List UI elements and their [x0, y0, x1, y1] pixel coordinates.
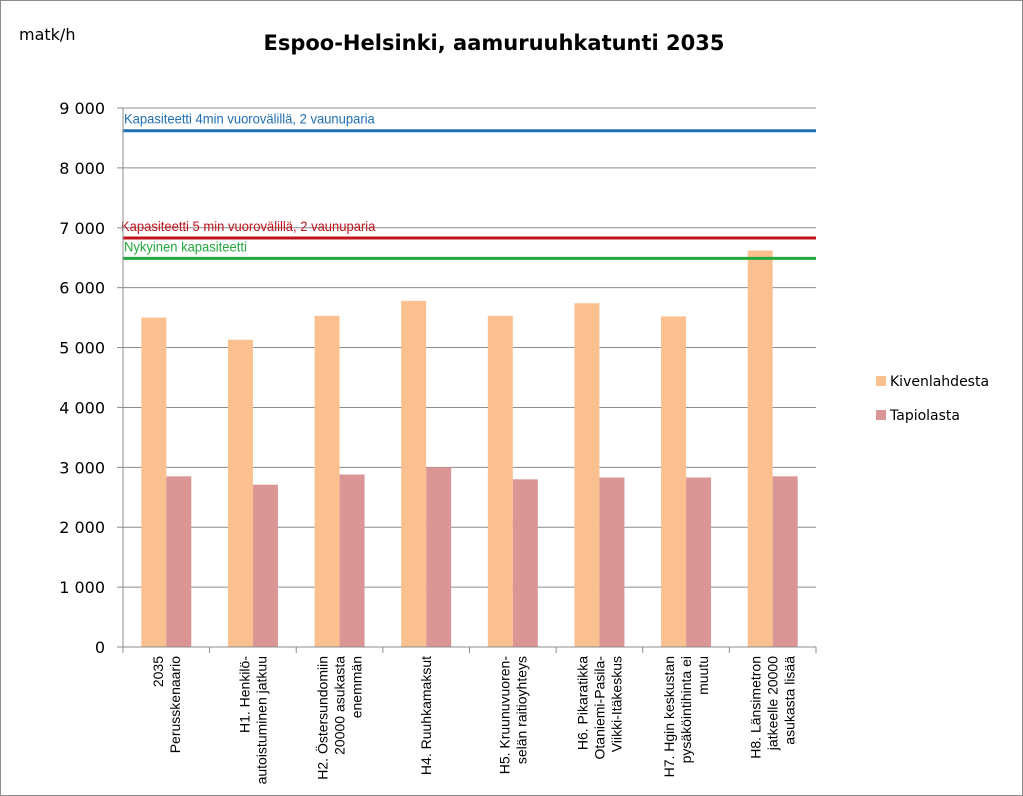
- x-category-label-line: Viikki-Itäkeskus: [608, 656, 624, 752]
- bar-tapiolasta: [686, 477, 712, 647]
- reference-line-label: Kapasiteetti 5 min vuorovälillä, 2 vaunu…: [121, 219, 376, 235]
- legend-swatch-tapiolasta: [876, 410, 886, 420]
- bar-tapiolasta: [512, 479, 538, 647]
- x-category-label-line: jatkeelle 20000: [765, 656, 781, 751]
- legend: Kivenlahdesta Tapiolasta: [876, 374, 989, 424]
- bar-tapiolasta: [426, 467, 452, 647]
- x-category-label: H5. Kruunuvuoren-selän raitioyhteys: [496, 656, 529, 775]
- bar-kivenlahdesta: [401, 300, 427, 647]
- x-category-label-line: 2035: [150, 656, 166, 687]
- bar-kivenlahdesta: [227, 339, 253, 647]
- x-category-label: H6. Pikaratikka Otaniemi-Pasila- Viikki-It…: [574, 656, 624, 760]
- reference-lines: Kapasiteetti 4min vuorovälillä, 2 vaunup…: [121, 111, 816, 260]
- bar-kivenlahdesta: [141, 317, 167, 647]
- y-tick-label: 2 000: [59, 518, 105, 537]
- x-category-label-line: autoistuminen jatkuu: [253, 656, 269, 784]
- x-category-label-line: pysäköintihinta ei: [678, 656, 694, 763]
- y-tick-label: 3 000: [59, 458, 105, 477]
- gridlines: [123, 107, 816, 588]
- x-category-label-line: enemmän: [349, 656, 365, 718]
- axes: 0 1 000 2 000 3 000 4 000 5 000 6 000 7 000 8 00…: [59, 99, 817, 785]
- y-tick-label: 5 000: [59, 339, 105, 358]
- x-category-label-line: H5. Kruunuvuoren-: [496, 656, 512, 775]
- x-category-label: 2035 Perusskenaario: [150, 656, 183, 753]
- x-category-label-line: asukasta lisää: [782, 656, 798, 745]
- bar-tapiolasta: [166, 476, 192, 647]
- bar-kivenlahdesta: [747, 250, 773, 647]
- y-axis-unit-label: matk/h: [19, 25, 75, 44]
- x-category-label-line: muutu: [695, 656, 711, 695]
- x-category-label-line: H4. Ruuhkamaksut: [418, 656, 434, 775]
- bar-kivenlahdesta: [314, 315, 340, 647]
- x-category-label-line: H6. Pikaratikka: [574, 656, 590, 750]
- reference-line-label: Nykyinen kapasiteetti: [124, 239, 247, 255]
- x-category-label-line: 20000 asukasta: [332, 656, 348, 755]
- legend-swatch-kivenlahdesta: [876, 376, 886, 386]
- x-category-label-line: Perusskenaario: [167, 656, 183, 753]
- x-category-label: H2. Östersundomiin 20000 asukasta enemmän: [314, 656, 365, 780]
- x-category-label-line: H2. Östersundomiin: [314, 656, 331, 780]
- y-tick-label: 8 000: [59, 159, 105, 178]
- x-category-label: H4. Ruuhkamaksut: [418, 656, 434, 775]
- bar-tapiolasta: [252, 484, 278, 647]
- bar-kivenlahdesta: [574, 303, 600, 647]
- bars: [141, 250, 798, 647]
- bar-tapiolasta: [772, 476, 798, 647]
- x-category-label-line: H8. Länsimetron: [748, 656, 764, 759]
- y-tick-label: 0: [95, 638, 105, 657]
- y-tick-label: 9 000: [59, 99, 105, 118]
- x-category-label-line: Otaniemi-Pasila-: [591, 656, 607, 760]
- x-category-label-line: H7. Hgin keskustan: [661, 656, 677, 777]
- y-tick-label: 4 000: [59, 398, 105, 417]
- x-category-label: H1. Henkilö-autoistuminen jatkuu: [236, 656, 269, 785]
- x-category-label-line: H1. Henkilö-: [236, 656, 252, 733]
- y-tick-label: 6 000: [59, 279, 105, 298]
- bar-kivenlahdesta: [487, 315, 513, 647]
- y-tick-label: 7 000: [59, 219, 105, 238]
- legend-label-tapiolasta: Tapiolasta: [889, 408, 960, 424]
- bar-tapiolasta: [599, 477, 625, 647]
- x-category-label-line: selän raitioyhteys: [513, 656, 529, 764]
- legend-label-kivenlahdesta: Kivenlahdesta: [890, 374, 989, 390]
- x-category-label: H7. Hgin keskustan pysäköintihinta ei muut…: [661, 656, 711, 777]
- y-tick-label: 1 000: [59, 578, 105, 597]
- x-category-label: H8. Länsimetron jatkeelle 20000 asukasta l…: [748, 656, 798, 759]
- bar-tapiolasta: [339, 474, 365, 647]
- reference-line-label: Kapasiteetti 4min vuorovälillä, 2 vaunup…: [124, 111, 375, 127]
- chart-title: Espoo-Helsinki, aamuruuhkatunti 2035: [263, 31, 724, 55]
- bar-kivenlahdesta: [661, 316, 687, 647]
